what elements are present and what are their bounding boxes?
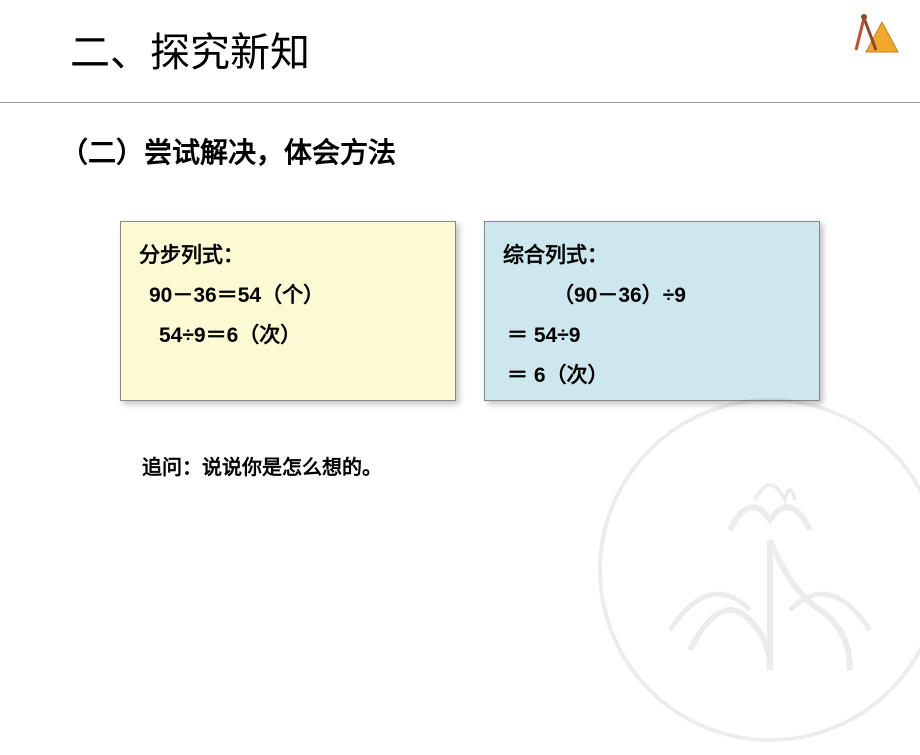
step-method-box: 分步列式： 90－36＝54（个） 54÷9＝6（次）: [120, 221, 456, 401]
equation-line: 90－36＝54（个）: [139, 276, 437, 316]
slide: 二、探究新知 （二）尝试解决，体会方法 分步列式： 90－36＝54（个） 54…: [0, 0, 920, 690]
box-heading: 分步列式：: [139, 236, 437, 276]
equation-line: ＝ 54÷9: [503, 316, 801, 356]
followup-question: 追问：说说你是怎么想的。: [0, 401, 920, 480]
subsection-title: （二）尝试解决，体会方法: [0, 103, 920, 171]
followup-label: 追问：: [142, 457, 202, 479]
equation-line: （90－36）÷9: [503, 276, 801, 316]
equation-line: ＝ 6（次）: [503, 356, 801, 396]
equation-line: 54÷9＝6（次）: [139, 316, 437, 356]
followup-text: 说说你是怎么想的。: [202, 457, 382, 479]
section-title: 二、探究新知: [0, 20, 920, 96]
method-boxes: 分步列式： 90－36＝54（个） 54÷9＝6（次） 综合列式： （90－36…: [0, 171, 920, 401]
math-tools-icon: [854, 8, 906, 60]
combined-method-box: 综合列式： （90－36）÷9 ＝ 54÷9 ＝ 6（次）: [484, 221, 820, 401]
box-heading: 综合列式：: [503, 236, 801, 276]
